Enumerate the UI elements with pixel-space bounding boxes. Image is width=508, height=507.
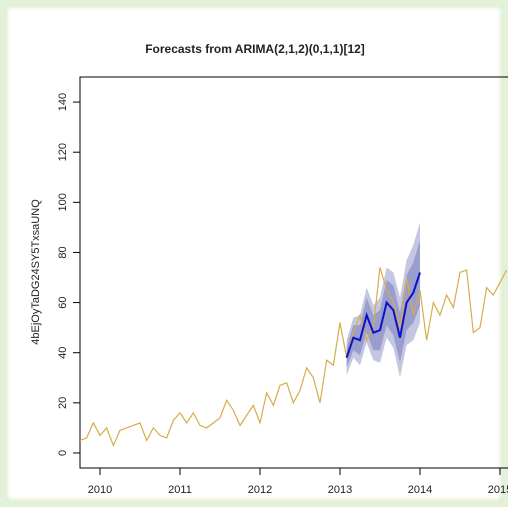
y-tick-label: 120 — [57, 143, 69, 161]
y-tick-label: 0 — [57, 450, 69, 456]
plot-box — [79, 76, 508, 469]
y-tick-label: 60 — [57, 296, 69, 308]
x-tick-label: 2010 — [88, 484, 112, 496]
y-tick-label: 40 — [57, 347, 69, 359]
x-tick-label: 2012 — [248, 484, 272, 496]
y-tick-label: 140 — [57, 93, 69, 111]
x-tick-label: 2011 — [168, 484, 192, 496]
series-line — [79, 267, 508, 448]
x-tick-label: 2014 — [408, 484, 432, 496]
x-tick-label: 2015 — [488, 484, 508, 496]
series-line — [345, 272, 421, 359]
y-tick-label: 80 — [57, 246, 69, 258]
chart-title: Forecasts from ARIMA(2,1,2)(0,1,1)[12] — [145, 42, 365, 56]
y-axis-label: 4bEjOyTaDG24SY5TxsaUNQ — [30, 199, 42, 345]
x-tick-label: 2013 — [328, 484, 352, 496]
y-tick-label: 100 — [57, 193, 69, 211]
y-tick-label: 20 — [57, 397, 69, 409]
